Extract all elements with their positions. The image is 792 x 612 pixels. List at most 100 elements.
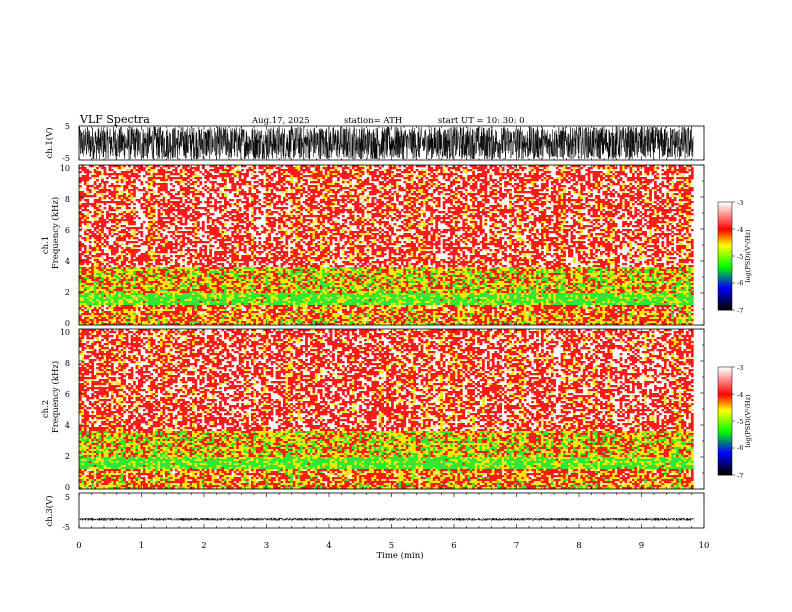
spectrogram-cell: [381, 177, 389, 180]
spectrogram-cell: [162, 267, 168, 270]
spectrogram-cell: [233, 171, 237, 174]
spectrogram-cell: [101, 193, 104, 196]
spectrogram-cell: [666, 257, 670, 260]
spectrogram-cell: [115, 207, 122, 210]
spectrogram-cell: [302, 183, 308, 186]
spectrogram-cell: [511, 257, 517, 260]
spectrogram-cell: [103, 267, 107, 270]
spectrogram-cell: [300, 167, 303, 170]
spectrogram-cell: [381, 209, 399, 212]
spectrogram-cell: [211, 185, 215, 188]
spectrogram-cell: [297, 179, 301, 182]
spectrogram-cell: [253, 209, 257, 212]
spectrogram-cell: [545, 251, 549, 254]
spectrogram-cell: [577, 253, 581, 256]
spectrogram-cell: [238, 269, 242, 272]
spectrogram-cell: [285, 241, 289, 244]
spectrogram-cell: [125, 183, 131, 186]
spectrogram-cell: [93, 173, 97, 176]
spectrogram-cell: [285, 203, 289, 206]
spectrogram-cell: [378, 197, 382, 200]
spectrogram-cell: [285, 247, 289, 250]
spectrogram-cell: [364, 261, 370, 264]
spectrogram-cell: [629, 261, 635, 264]
spectrogram-cell: [614, 271, 620, 274]
spectrogram-cell: [656, 215, 660, 218]
spectrogram-cell: [410, 213, 414, 216]
spectrogram-cell: [457, 263, 468, 266]
spectrogram-cell: [278, 253, 281, 256]
spectrogram-cell: [477, 179, 488, 182]
spectrogram-cell: [253, 257, 269, 260]
spectrogram-cell: [130, 259, 154, 262]
spectrogram-cell: [152, 183, 168, 186]
spectrogram-cell: [285, 233, 289, 236]
spectrogram-cell: [233, 195, 240, 198]
spectrogram-cell: [305, 209, 308, 212]
spectrogram-cell: [137, 217, 141, 220]
spectrogram-cell: [81, 215, 87, 218]
spectrogram-cell: [533, 225, 537, 228]
spectrogram-cell: [297, 209, 301, 212]
spectrogram-cell: [265, 271, 269, 274]
spectrogram-cell: [423, 227, 429, 230]
spectrogram-cell: [479, 219, 483, 222]
spectrogram-cell: [619, 189, 625, 192]
spectrogram-cell: [334, 269, 338, 272]
spectrogram-cell: [327, 243, 330, 246]
spectrogram-cell: [516, 199, 525, 202]
spectrogram-cell: [469, 219, 475, 222]
spectrogram-cell: [285, 235, 294, 238]
spectrogram-cell: [93, 241, 97, 244]
spectrogram-cell: [236, 201, 240, 204]
spectrogram-cell: [619, 253, 623, 256]
spectrogram-cell: [162, 181, 166, 184]
spectrogram-cell: [167, 231, 176, 234]
spectrogram-cell: [599, 179, 603, 182]
spectrogram-cell: [509, 179, 512, 182]
spectrogram-cell: [634, 193, 643, 196]
spectrogram-cell: [686, 179, 689, 182]
spectrogram-cell: [555, 203, 559, 206]
spectrogram-cell: [101, 245, 104, 248]
spectrogram-cell: [541, 185, 549, 188]
spectrogram-cell: [479, 223, 483, 226]
spectrogram-cell: [614, 235, 620, 238]
spectrogram-cell: [452, 257, 456, 260]
spectrogram-cell: [233, 267, 240, 270]
spectrogram-cell: [137, 263, 144, 266]
spectrogram-cell: [366, 243, 370, 246]
spectrogram-cell: [253, 249, 257, 252]
spectrogram-cell: [192, 189, 195, 192]
spectrogram-cell: [226, 229, 230, 232]
spectrogram-cell: [577, 211, 581, 214]
spectrogram-cell: [307, 271, 313, 274]
spectrogram-cell: [253, 171, 257, 174]
spectrogram-cell: [595, 181, 601, 184]
spectrogram-cell: [253, 219, 257, 222]
spectrogram-cell: [310, 209, 313, 212]
spectrogram-cell: [337, 267, 340, 270]
spectrogram-cell: [663, 171, 677, 174]
spectrogram-cell: [273, 265, 279, 268]
spectrogram-cell: [204, 267, 210, 270]
ch1-waveform-trace: [78, 126, 694, 160]
spectrogram-cell: [528, 227, 532, 230]
spectrogram-cell: [157, 199, 161, 202]
spectrogram-cell: [322, 167, 335, 170]
spectrogram-cell: [339, 195, 360, 198]
spectrogram-cell: [157, 273, 161, 276]
spectrogram-cell: [346, 217, 355, 220]
spectrogram-cell: [196, 221, 200, 224]
spectrogram-cell: [560, 203, 564, 206]
spectrogram-cell: [587, 175, 591, 178]
spectrogram-cell: [681, 227, 689, 230]
spectrogram-cell: [597, 189, 601, 192]
spectrogram-cell: [609, 181, 616, 184]
spectrogram-cell: [494, 223, 498, 226]
spectrogram-cell: [607, 177, 611, 180]
spectrogram-cell: [93, 261, 97, 264]
spectrogram-cell: [560, 227, 566, 230]
spectrogram-cell: [472, 169, 475, 172]
spectrogram-cell: [405, 167, 414, 170]
